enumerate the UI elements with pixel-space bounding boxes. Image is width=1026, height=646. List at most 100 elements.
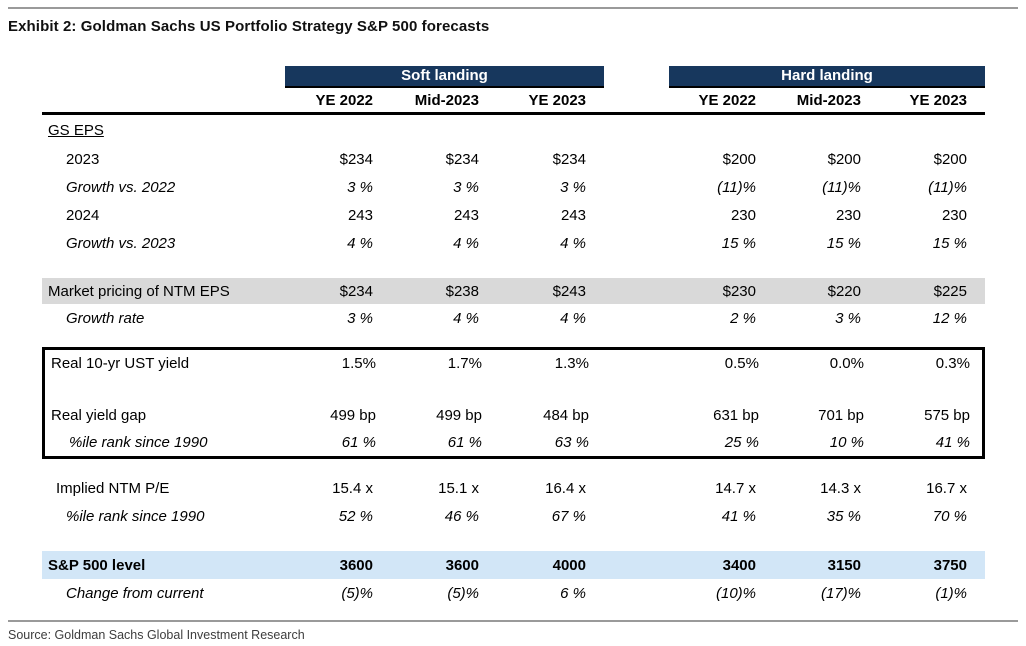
cell-value: 3750 bbox=[933, 556, 967, 574]
row-label: Growth vs. 2022 bbox=[66, 178, 176, 196]
row-group: S&P 500 level 3600 3600 4000 3400 3150 3750 Cha… bbox=[42, 551, 985, 607]
cell-value: 4 % bbox=[453, 234, 479, 252]
row-group: Market pricing of NTM EPS $234 $238 $243 $23… bbox=[42, 278, 985, 347]
bottom-divider bbox=[8, 620, 1018, 622]
cell-value: 61 % bbox=[447, 434, 482, 451]
table-row: 2023 $234 $234 $234 $200 $200 $200 bbox=[42, 145, 985, 173]
cell-value: 25 % bbox=[724, 434, 759, 451]
cell-value: 14.3 x bbox=[820, 479, 861, 497]
header-divider bbox=[42, 112, 985, 115]
row-group: Implied NTM P/E 15.4 x 15.1 x 16.4 x 14.7 x 1… bbox=[42, 459, 985, 551]
row-label: Growth vs. 2023 bbox=[66, 234, 176, 252]
cell-value: (11)% bbox=[717, 178, 756, 196]
cell-value: 3600 bbox=[339, 556, 373, 574]
exhibit-title: Exhibit 2: Goldman Sachs US Portfolio St… bbox=[8, 18, 490, 35]
cell-value: $200 bbox=[933, 150, 967, 168]
scenario-band-hard-landing: Hard landing bbox=[669, 66, 985, 88]
cell-value: 14.7 x bbox=[715, 479, 756, 497]
cell-value: 3400 bbox=[722, 556, 756, 574]
cell-value: (10)% bbox=[715, 584, 756, 602]
spacer-row bbox=[42, 332, 985, 347]
row-label: Change from current bbox=[66, 584, 204, 602]
cell-value: 243 bbox=[347, 206, 373, 224]
forecast-table: Soft landing Hard landing YE 2022 Mid-20… bbox=[42, 66, 985, 607]
table-row: Growth vs. 2022 3 % 3 % 3 % (11)% (11)% (11)% bbox=[42, 173, 985, 201]
cell-value: 15.1 x bbox=[438, 479, 479, 497]
cell-value: 41 % bbox=[721, 507, 756, 525]
cell-value: (1)% bbox=[935, 584, 967, 602]
spacer-row bbox=[45, 377, 982, 402]
cell-value: 1.5% bbox=[341, 355, 376, 372]
cell-value: 16.7 x bbox=[926, 479, 967, 497]
cell-value: 4000 bbox=[552, 556, 586, 574]
cell-value: 12 % bbox=[932, 309, 967, 327]
cell-value: 3 % bbox=[453, 178, 479, 196]
cell-value: 15.4 x bbox=[332, 479, 373, 497]
cell-value: 243 bbox=[560, 206, 586, 224]
cell-value: 67 % bbox=[551, 507, 586, 525]
table-row: S&P 500 level 3600 3600 4000 3400 3150 3750 bbox=[42, 551, 985, 579]
cell-value: $234 bbox=[445, 150, 479, 168]
cell-value: $234 bbox=[339, 150, 373, 168]
column-header: YE 2023 bbox=[528, 91, 586, 109]
table-row: Market pricing of NTM EPS $234 $238 $243 $23… bbox=[42, 278, 985, 304]
cell-value: $200 bbox=[827, 150, 861, 168]
cell-value: 4 % bbox=[560, 309, 586, 327]
cell-value: 15 % bbox=[932, 234, 967, 252]
row-group: GS EPS 2023 $234 $234 $234 $200 $200 $200 Growth… bbox=[42, 115, 985, 278]
cell-value: 3 % bbox=[347, 178, 373, 196]
cell-value: 6 % bbox=[560, 584, 586, 602]
cell-value: 3 % bbox=[560, 178, 586, 196]
cell-value: 1.3% bbox=[554, 355, 589, 372]
cell-value: 46 % bbox=[444, 507, 479, 525]
cell-value: $220 bbox=[827, 282, 861, 300]
row-label: 2023 bbox=[66, 150, 100, 168]
cell-value: 3150 bbox=[827, 556, 861, 574]
table-row: %ile rank since 1990 61 % 61 % 63 % 25 % 10 %… bbox=[45, 429, 982, 456]
table-body: GS EPS 2023 $234 $234 $234 $200 $200 $200 Growth… bbox=[42, 115, 985, 607]
cell-value: 63 % bbox=[554, 434, 589, 451]
cell-value: 4 % bbox=[347, 234, 373, 252]
cell-value: $230 bbox=[722, 282, 756, 300]
cell-value: $234 bbox=[552, 150, 586, 168]
spacer-row bbox=[42, 530, 985, 551]
cell-value: 15 % bbox=[721, 234, 756, 252]
cell-value: 70 % bbox=[932, 507, 967, 525]
cell-value: 230 bbox=[835, 206, 861, 224]
cell-value: 35 % bbox=[826, 507, 861, 525]
cell-value: 230 bbox=[730, 206, 756, 224]
table-row: Change from current (5)% (5)% 6 % (10)% (17)%… bbox=[42, 579, 985, 607]
table-row: %ile rank since 1990 52 % 46 % 67 % 41 % 35 %… bbox=[42, 502, 985, 530]
cell-value: 41 % bbox=[935, 434, 970, 451]
cell-value: (5)% bbox=[447, 584, 479, 602]
cell-value: 0.0% bbox=[829, 355, 864, 372]
column-header: YE 2022 bbox=[698, 91, 756, 109]
cell-value: $243 bbox=[552, 282, 586, 300]
cell-value: 701 bp bbox=[818, 407, 864, 424]
cell-value: (5)% bbox=[341, 584, 373, 602]
cell-value: 631 bp bbox=[713, 407, 759, 424]
cell-value: 3600 bbox=[445, 556, 479, 574]
row-label: %ile rank since 1990 bbox=[66, 507, 205, 525]
row-label: %ile rank since 1990 bbox=[69, 434, 208, 451]
cell-value: 3 % bbox=[347, 309, 373, 327]
cell-value: 0.5% bbox=[724, 355, 759, 372]
source-note: Source: Goldman Sachs Global Investment … bbox=[8, 628, 305, 642]
row-label: 2024 bbox=[66, 206, 100, 224]
cell-value: 575 bp bbox=[924, 407, 970, 424]
cell-value: 2 % bbox=[730, 309, 756, 327]
cell-value: 3 % bbox=[835, 309, 861, 327]
cell-value: $225 bbox=[933, 282, 967, 300]
cell-value: 243 bbox=[453, 206, 479, 224]
column-header: YE 2022 bbox=[315, 91, 373, 109]
cell-value: 499 bp bbox=[436, 407, 482, 424]
table-row: Real yield gap 499 bp 499 bp 484 bp 631 bp 70… bbox=[45, 402, 982, 429]
band-gap bbox=[604, 66, 669, 88]
column-header: Mid-2023 bbox=[414, 91, 479, 109]
table-row: 2024 243 243 243 230 230 230 bbox=[42, 201, 985, 229]
table-row: Growth vs. 2023 4 % 4 % 4 % 15 % 15 % 15 % bbox=[42, 229, 985, 257]
column-header-row: YE 2022 Mid-2023 YE 2023 YE 2022 Mid-202… bbox=[42, 88, 985, 112]
cell-value: $234 bbox=[339, 282, 373, 300]
cell-value: 61 % bbox=[341, 434, 376, 451]
